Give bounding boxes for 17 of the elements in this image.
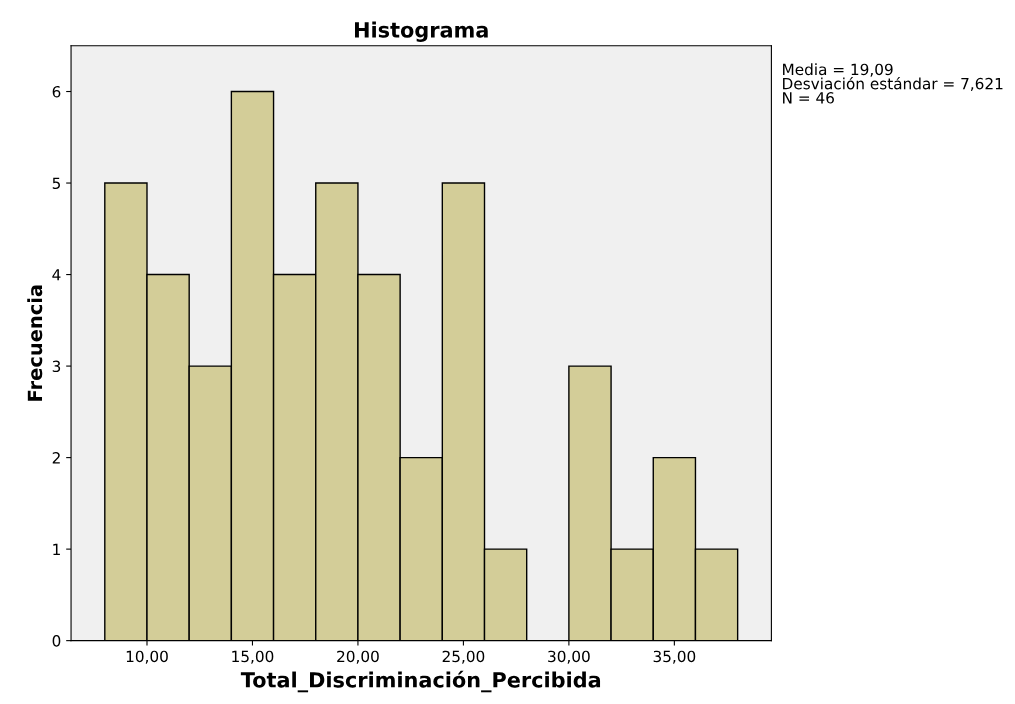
x-tick-label: 25,00 — [442, 650, 485, 664]
x-tick-label: 35,00 — [653, 650, 696, 664]
y-tick-label: 5 — [52, 177, 60, 190]
text: Media = 19,09 Desviación estándar = 7,621 N = 46 — [783, 63, 1003, 104]
chart-title: Histograma — [355, 21, 488, 42]
y-tick-label: 4 — [52, 269, 61, 281]
y-tick-label: 1 — [53, 543, 60, 555]
x-tick-label: 30,00 — [548, 650, 590, 664]
y-tick-label: 2 — [52, 452, 60, 464]
y-tick-label: 3 — [52, 360, 61, 373]
y-axis-title: Frecuencia — [27, 285, 43, 401]
y-tick-label: 6 — [52, 85, 61, 98]
x-axis-title: Total_Discriminación_Percibida — [240, 670, 601, 693]
x-tick-label: 10,00 — [126, 650, 168, 664]
y-tick-label: 0 — [52, 635, 61, 647]
x-tick-label: 15,00 — [232, 650, 274, 664]
x-tick-label: 20,00 — [337, 650, 379, 664]
